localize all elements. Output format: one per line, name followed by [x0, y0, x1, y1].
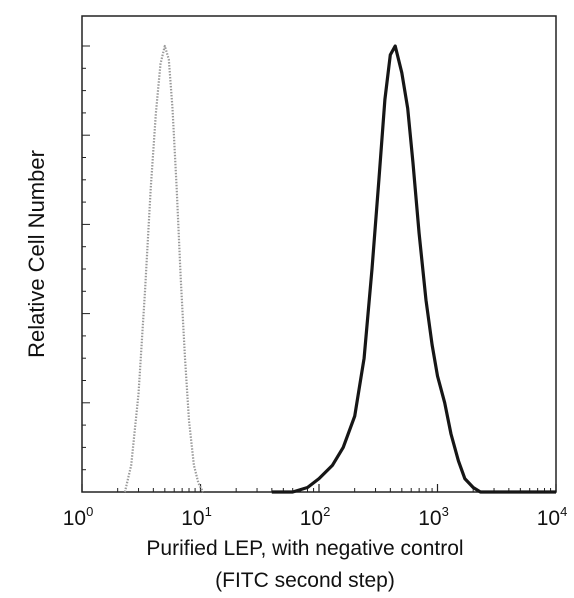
x-tick-label: 102 — [300, 504, 331, 530]
y-axis-title: Relative Cell Number — [24, 150, 49, 358]
x-tick-label: 104 — [537, 504, 568, 530]
x-axis-tick-labels: 100 101 102 103 104 — [63, 504, 568, 530]
x-tick-label: 100 — [63, 504, 94, 530]
x-tick-label: 101 — [181, 504, 212, 530]
plot-frame — [81, 15, 557, 493]
series-line-2 — [271, 44, 556, 494]
x-tick-label: 103 — [418, 504, 449, 530]
series-layer — [123, 44, 556, 494]
series-line-1 — [123, 44, 204, 493]
y-axis-ticks — [82, 45, 90, 493]
x-axis-title-line-1: Purified LEP, with negative control — [146, 537, 463, 560]
x-axis-title-line-2: (FITC second step) — [215, 569, 395, 592]
